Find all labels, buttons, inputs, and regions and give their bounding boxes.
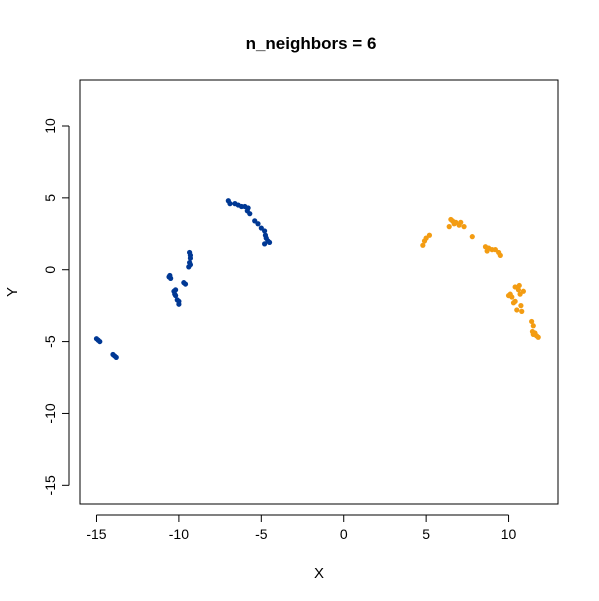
data-point-series-2 — [426, 232, 433, 238]
y-tick-label: 0 — [42, 266, 58, 274]
data-point-series-2 — [461, 224, 467, 230]
data-point-series-2 — [519, 308, 525, 314]
plot-frame — [79, 79, 559, 505]
data-point-series-1 — [262, 241, 268, 247]
data-point-series-2 — [420, 242, 426, 248]
y-tick-label: -10 — [42, 403, 58, 423]
data-point-series-1 — [173, 287, 179, 293]
data-point-series-2 — [469, 234, 475, 240]
y-tick-label: 10 — [42, 118, 58, 134]
data-point-series-2 — [516, 282, 522, 289]
data-point-series-2 — [446, 224, 452, 230]
x-axis: -15 -10 -5 0 5 10 — [86, 514, 517, 542]
data-point-series-1 — [113, 354, 119, 360]
data-point-series-1 — [262, 228, 268, 234]
data-point-series-2 — [518, 303, 524, 309]
x-axis-label: X — [314, 565, 324, 582]
data-point-series-2 — [529, 318, 535, 325]
y-tick-label: -5 — [42, 335, 58, 348]
data-point-series-1 — [187, 249, 193, 256]
data-point-series-1 — [182, 281, 189, 287]
x-tick-label: 0 — [340, 526, 348, 542]
data-point-series-1 — [227, 201, 233, 207]
x-tick-label: -10 — [169, 526, 189, 542]
data-point-series-1 — [173, 292, 179, 299]
data-points — [93, 198, 541, 360]
y-tick-label: 5 — [42, 194, 58, 202]
x-tick-label: -15 — [86, 526, 106, 542]
data-point-series-2 — [458, 219, 464, 225]
chart-title: n_neighbors = 6 — [246, 34, 377, 53]
data-point-series-2 — [515, 287, 522, 293]
y-tick-label: -15 — [42, 475, 58, 495]
data-point-series-1 — [247, 211, 253, 217]
data-point-series-1 — [187, 262, 194, 268]
data-point-series-1 — [168, 275, 174, 281]
data-point-series-1 — [255, 221, 261, 227]
x-tick-label: 5 — [422, 526, 430, 542]
data-point-series-1 — [245, 205, 251, 211]
data-point-series-1 — [266, 239, 273, 246]
data-point-series-2 — [512, 298, 518, 304]
data-point-series-2 — [514, 307, 520, 313]
x-tick-label: -5 — [255, 526, 268, 542]
data-point-series-2 — [509, 294, 515, 300]
data-point-series-2 — [535, 334, 541, 340]
x-tick-label: 10 — [501, 526, 517, 542]
data-point-series-2 — [530, 323, 536, 329]
data-point-series-2 — [520, 288, 526, 294]
data-point-series-1 — [176, 301, 182, 307]
data-point-series-2 — [497, 252, 503, 258]
y-axis-label: Y — [4, 287, 21, 297]
data-point-series-1 — [97, 338, 103, 345]
y-axis: -15 -10 -5 0 5 10 — [42, 118, 70, 495]
